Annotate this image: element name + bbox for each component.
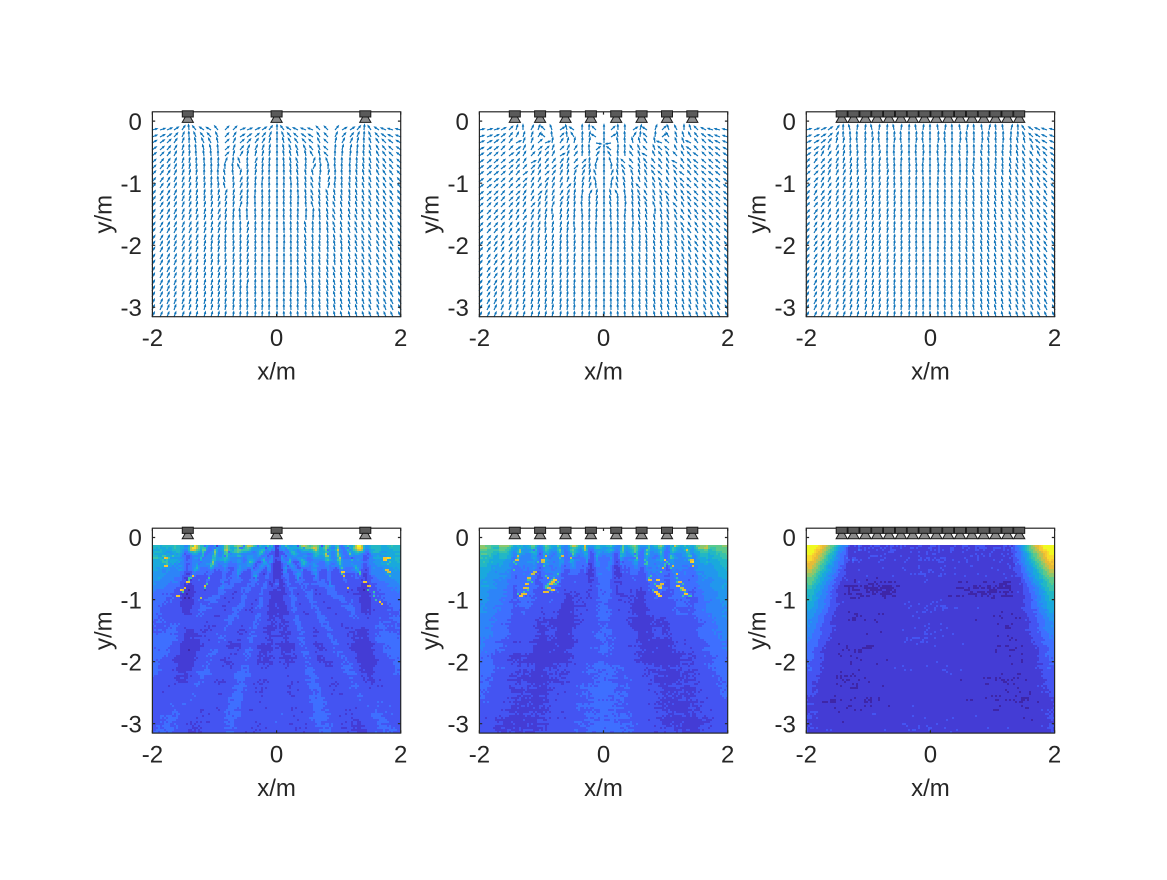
- svg-text:-2: -2: [796, 741, 817, 768]
- svg-text:2: 2: [394, 741, 407, 768]
- svg-text:0: 0: [782, 525, 795, 552]
- svg-text:0: 0: [456, 525, 469, 552]
- svg-text:-2: -2: [142, 325, 163, 352]
- svg-text:-1: -1: [121, 587, 142, 614]
- svg-text:-1: -1: [774, 587, 795, 614]
- svg-text:-1: -1: [121, 171, 142, 198]
- svg-text:0: 0: [129, 525, 142, 552]
- svg-text:y/m: y/m: [90, 611, 117, 650]
- svg-text:0: 0: [597, 741, 610, 768]
- svg-text:0: 0: [924, 325, 937, 352]
- svg-text:x/m: x/m: [257, 359, 296, 386]
- svg-text:y/m: y/m: [90, 195, 117, 234]
- svg-text:y/m: y/m: [417, 195, 444, 234]
- svg-text:x/m: x/m: [584, 775, 623, 802]
- svg-text:0: 0: [782, 109, 795, 136]
- svg-text:-1: -1: [448, 171, 469, 198]
- svg-text:x/m: x/m: [911, 359, 950, 386]
- svg-text:2: 2: [1048, 741, 1061, 768]
- svg-text:-2: -2: [142, 741, 163, 768]
- svg-text:0: 0: [129, 109, 142, 136]
- svg-text:-2: -2: [448, 233, 469, 260]
- svg-text:y/m: y/m: [417, 611, 444, 650]
- svg-text:0: 0: [924, 741, 937, 768]
- svg-text:-2: -2: [121, 649, 142, 676]
- svg-text:x/m: x/m: [911, 775, 950, 802]
- svg-text:x/m: x/m: [257, 775, 296, 802]
- svg-text:-2: -2: [774, 649, 795, 676]
- svg-text:2: 2: [1048, 325, 1061, 352]
- svg-text:-3: -3: [774, 295, 795, 322]
- svg-text:-2: -2: [469, 741, 490, 768]
- svg-text:-3: -3: [448, 295, 469, 322]
- svg-text:0: 0: [270, 741, 283, 768]
- svg-text:-1: -1: [774, 171, 795, 198]
- svg-text:2: 2: [721, 741, 734, 768]
- svg-text:-2: -2: [774, 233, 795, 260]
- svg-text:-2: -2: [796, 325, 817, 352]
- svg-text:-3: -3: [448, 711, 469, 738]
- svg-text:x/m: x/m: [584, 359, 623, 386]
- svg-text:0: 0: [270, 325, 283, 352]
- svg-text:y/m: y/m: [744, 611, 771, 650]
- svg-text:0: 0: [456, 109, 469, 136]
- svg-text:-3: -3: [774, 711, 795, 738]
- svg-text:-3: -3: [121, 295, 142, 322]
- svg-text:2: 2: [394, 325, 407, 352]
- svg-text:-1: -1: [448, 587, 469, 614]
- svg-text:-3: -3: [121, 711, 142, 738]
- svg-text:-2: -2: [448, 649, 469, 676]
- svg-text:2: 2: [721, 325, 734, 352]
- svg-text:-2: -2: [121, 233, 142, 260]
- svg-text:-2: -2: [469, 325, 490, 352]
- svg-text:0: 0: [597, 325, 610, 352]
- svg-text:y/m: y/m: [744, 195, 771, 234]
